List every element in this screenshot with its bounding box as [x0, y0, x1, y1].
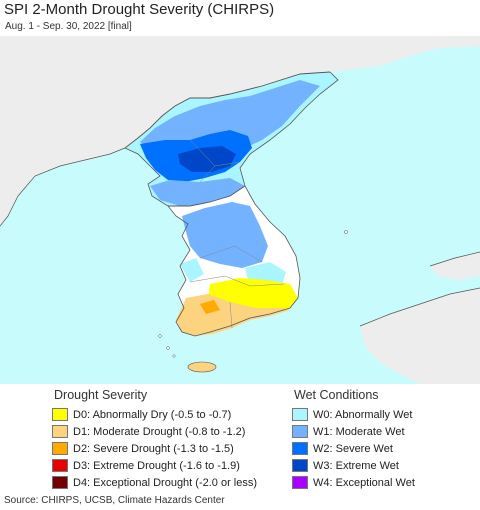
legend-label-d3: D3: Extreme Drought (-1.6 to -1.9): [73, 459, 240, 472]
legend-item-d4: D4: Exceptional Drought (-2.0 or less): [52, 474, 257, 491]
legend-item-w3: W3: Extreme Wet: [292, 457, 415, 474]
swatch-w3: [292, 459, 308, 472]
land-japan: [360, 288, 480, 384]
jeju-island: [187, 361, 217, 373]
drought-legend: Drought Severity D0: Abnormally Dry (-0.…: [52, 388, 257, 491]
swatch-d1: [52, 425, 68, 438]
legend-label-w0: W0: Abnormally Wet: [313, 408, 413, 421]
legend-item-w2: W2: Severe Wet: [292, 440, 415, 457]
legend-item-d0: D0: Abnormally Dry (-0.5 to -0.7): [52, 406, 257, 423]
legend-label-w3: W3: Extreme Wet: [313, 459, 399, 472]
swatch-w2: [292, 442, 308, 455]
drought-legend-heading: Drought Severity: [54, 388, 148, 402]
wet-legend-heading: Wet Conditions: [294, 388, 379, 402]
legend-item-w1: W1: Moderate Wet: [292, 423, 415, 440]
legend-label-w4: W4: Exceptional Wet: [313, 476, 415, 489]
border-dmz: [168, 185, 246, 207]
source-credit: Source: CHIRPS, UCSB, Climate Hazards Ce…: [4, 495, 225, 506]
swatch-w1: [292, 425, 308, 438]
swatch-d0: [52, 408, 68, 421]
drought-map: [0, 36, 480, 384]
land-china: [0, 36, 480, 226]
legend-label-w1: W1: Moderate Wet: [313, 425, 405, 438]
swatch-d2: [52, 442, 68, 455]
swatch-d4: [52, 476, 68, 489]
wet-legend: Wet Conditions W0: Abnormally Wet W1: Mo…: [292, 388, 415, 491]
legend-label-d2: D2: Severe Drought (-1.3 to -1.5): [73, 442, 234, 455]
border-nk-china: [124, 71, 331, 149]
legend-item-d2: D2: Severe Drought (-1.3 to -1.5): [52, 440, 257, 457]
land-japan-north: [430, 252, 480, 280]
page-title: SPI 2-Month Drought Severity (CHIRPS): [4, 1, 275, 18]
land-russia: [420, 36, 480, 48]
legend-label-d1: D1: Moderate Drought (-0.8 to -1.2): [73, 425, 246, 438]
page-subtitle: Aug. 1 - Sep. 30, 2022 [final]: [5, 21, 132, 32]
legend-item-d1: D1: Moderate Drought (-0.8 to -1.2): [52, 423, 257, 440]
legend-item-w4: W4: Exceptional Wet: [292, 474, 415, 491]
legend-item-w0: W0: Abnormally Wet: [292, 406, 415, 423]
legend-label-d4: D4: Exceptional Drought (-2.0 or less): [73, 476, 258, 489]
legend-label-d0: D0: Abnormally Dry (-0.5 to -0.7): [73, 408, 232, 421]
swatch-d3: [52, 459, 68, 472]
legend-label-w2: W2: Severe Wet: [313, 442, 393, 455]
swatch-w4: [292, 476, 308, 489]
swatch-w0: [292, 408, 308, 421]
legend-item-d3: D3: Extreme Drought (-1.6 to -1.9): [52, 457, 257, 474]
